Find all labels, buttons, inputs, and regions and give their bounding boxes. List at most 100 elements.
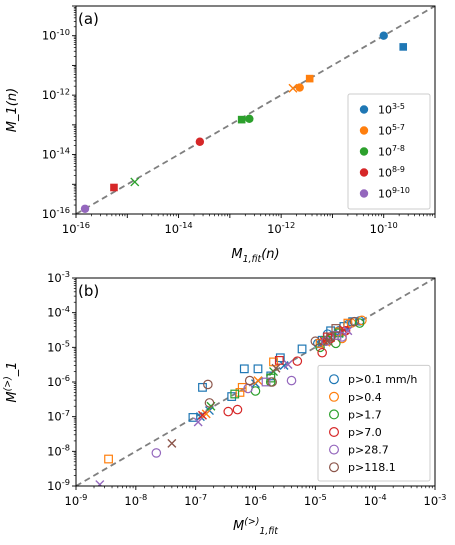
y-tick-label: 10-3 [47,269,70,285]
legend-frame [317,364,431,482]
axis-ticks [72,5,436,218]
x-tick-label: 10-10 [370,220,398,236]
data-point-circle [195,137,205,146]
y-tick-label: 10-7 [47,408,70,424]
legend-marker [329,427,340,438]
data-point-square [237,115,246,124]
panel-a: 10-16 10-14 10-12 10-10 10-16 10-14 10-12 10-10… [5,5,455,265]
y-tick-label: 10-16 [42,205,70,221]
legend-marker [359,105,369,114]
data-point-circle [325,332,336,342]
series-1 [288,74,314,93]
data-point-square [331,324,341,333]
legend-label: p>0.4 [348,391,382,404]
data-point-square [261,377,271,387]
legend-entry: p>0.1 mm/h [329,373,417,386]
data-point-cross [450,23,455,31]
legend-label: 107-8 [378,144,405,159]
data-point-cross [253,376,263,386]
legend-label: p>1.7 [348,408,382,421]
data-point-square [235,388,245,397]
legend-entry: p>0.4 [329,391,382,404]
legend-entry: 108-9 [359,165,405,180]
series-3 [110,137,205,192]
legend-marker [359,189,369,198]
data-point-circle [244,375,255,386]
data-point-square [237,382,247,392]
x-tick-label: 10-6 [244,492,267,508]
x-tick-label: 10-7 [184,492,207,508]
data-point-circle [349,316,360,327]
data-point-cross [130,177,140,187]
data-point-square [104,454,113,464]
legend-entry: p>7.0 [329,426,382,439]
data-point-circle [286,375,297,386]
x-tick-label: 10-8 [124,492,147,508]
legend-frame [347,93,431,210]
data-point-square [399,43,408,51]
data-point-cross [197,410,207,420]
legend-label: p>0.1 mm/h [348,373,417,386]
y-tick-label: 10-12 [42,86,70,102]
legend-marker [359,147,369,156]
data-point-square [198,382,207,392]
y-tick-label: 10-6 [47,373,70,389]
y-axis-label: M(>)_1 [3,361,20,402]
data-point-square [332,331,342,340]
data-point-square [230,389,240,399]
data-point-cross [167,438,177,448]
axis-ticks [72,277,436,490]
data-point-circle [292,356,303,366]
panel-label: (a) [78,10,99,28]
x-tick-label: 10-9 [65,492,88,508]
data-point-circle [245,114,254,123]
data-point-square [253,364,263,374]
x-tick-label: 10-3 [424,492,447,508]
legend-entry: p>28.7 [329,444,389,457]
data-point-cross [271,363,281,373]
legend-marker [329,462,340,473]
x-tick-label: 10-5 [304,492,327,508]
x-tick-label: 10-14 [164,220,192,236]
data-point-cross [283,359,293,369]
data-point-circle [204,398,215,408]
legend-marker [329,391,340,402]
series-2 [130,114,254,187]
legend-marker [329,374,340,385]
data-point-square [297,344,307,354]
series-5 [167,316,360,448]
legend-marker [329,444,340,455]
data-point-circle [317,347,327,358]
x-tick-label: 10-16 [62,220,90,236]
data-point-circle [354,318,365,328]
data-point-circle [223,406,234,417]
data-point-circle [337,332,347,342]
x-tick-label: 10-12 [267,220,295,236]
reference-line [76,278,435,486]
legend-marker [329,409,340,420]
legend-entry: 109-10 [359,186,410,201]
x-axis-label: M1,fit(n) [231,247,279,265]
y-tick-label: 10-9 [47,477,70,493]
y-tick-label: 10-10 [42,27,70,43]
legend-entry: 107-8 [359,144,405,159]
data-point-circle [315,342,325,353]
data-point-cross [288,83,298,93]
data-point-circle [151,448,162,458]
data-point-square [305,74,314,83]
panel-label: (b) [78,282,99,300]
data-point-square [188,413,198,422]
legend-entry: p>1.7 [329,408,382,421]
x-axis-label: M(>)1,fit [233,517,278,537]
legend: p>0.1 mm/h p>0.4 p>1.7 p>7.0 p>28.7 p>118.1 [317,364,431,482]
data-point-cross [95,480,105,486]
legend-marker [359,168,369,177]
data-point-circle [357,315,367,326]
data-point-circle [232,404,243,415]
legend-label: p>118.1 [348,461,396,474]
legend-label: 105-7 [378,123,405,138]
legend-label: 109-10 [378,186,410,201]
y-tick-label: 10-14 [42,146,70,162]
legend-label: 108-9 [378,165,405,180]
